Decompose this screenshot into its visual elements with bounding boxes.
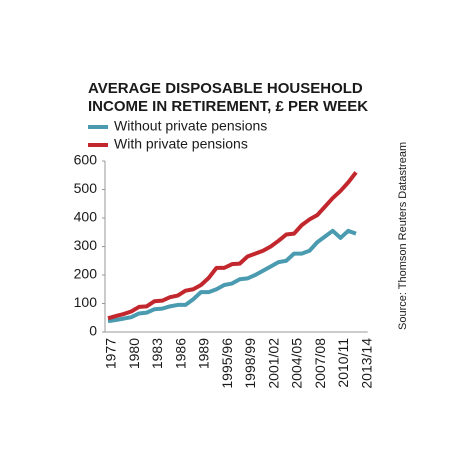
x-tick-label: 2010/11 [335, 338, 351, 388]
x-tick-label: 2004/05 [289, 338, 305, 389]
source: Source: Thomson Reuters Datastream [397, 142, 409, 330]
y-tick-label: 200 [74, 266, 98, 282]
chart-title: AVERAGE DISPOSABLE HOUSEHOLD [88, 80, 363, 97]
x-tick-label: 1986 [172, 338, 188, 369]
chart-title: INCOME IN RETIREMENT, £ PER WEEK [88, 98, 368, 115]
y-tick-label: 600 [74, 152, 98, 168]
line-series [107, 171, 358, 321]
x-tick-label: 1977 [103, 338, 119, 369]
y-tick-label: 300 [74, 237, 98, 253]
x-tick-label: 1980 [126, 338, 142, 369]
x-tick-label: 1995/96 [219, 338, 235, 389]
y-tick-label: 500 [74, 180, 98, 196]
y-tick-label: 400 [74, 209, 98, 225]
legend-label: With private pensions [114, 136, 248, 152]
x-tick-label: 2007/08 [312, 338, 328, 389]
x-tick-label: 2001/02 [265, 338, 281, 389]
y-tick-label: 0 [89, 323, 97, 339]
x-tick-label: 1983 [149, 338, 165, 369]
x-tick-label: 1989 [196, 338, 212, 369]
legend-label: Without private pensions [114, 118, 267, 134]
y-tick-label: 100 [74, 294, 98, 310]
line-series [107, 228, 357, 324]
x-tick-label: 1998/99 [242, 338, 258, 389]
x-tick-label: 2013/14 [358, 338, 374, 389]
